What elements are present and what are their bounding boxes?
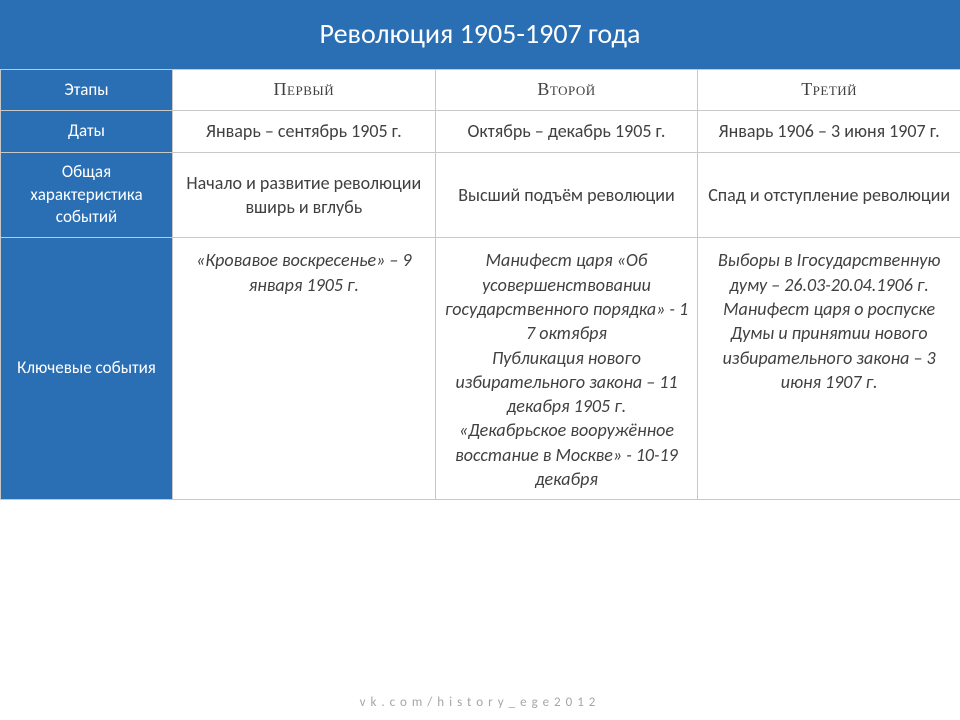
key-cell-3: Выборы в Iгосударственную думу – 26.03-2…: [698, 238, 960, 500]
dates-cell-3: Январь 1906 – 3 июня 1907 г.: [698, 111, 960, 152]
header-row: Этапы Первый Второй Третий: [1, 70, 960, 111]
row-charac: Общая характеристика событий Начало и ра…: [1, 152, 960, 238]
key-cell-1: «Кровавое воскресенье» – 9 января 1905 г…: [173, 238, 436, 500]
col-header-3: Третий: [698, 70, 960, 111]
row-dates: Даты Январь – сентябрь 1905 г. Октябрь –…: [1, 111, 960, 152]
row-dates-label: Даты: [1, 111, 173, 152]
charac-cell-2: Высший подъём революции: [435, 152, 698, 238]
dates-cell-1: Январь – сентябрь 1905 г.: [173, 111, 436, 152]
dates-cell-2: Октябрь – декабрь 1905 г.: [435, 111, 698, 152]
row-key-label: Ключевые события: [1, 238, 173, 500]
row-key-events: Ключевые события «Кровавое воскресенье» …: [1, 238, 960, 500]
col-header-1: Первый: [173, 70, 436, 111]
footer-credit: vk.com/history_ege2012: [0, 695, 960, 710]
col-header-2: Второй: [435, 70, 698, 111]
header-label: Этапы: [1, 70, 173, 111]
row-charac-label: Общая характеристика событий: [1, 152, 173, 238]
charac-cell-3: Спад и отступление революции: [698, 152, 960, 238]
key-cell-2: Манифест царя «Об усовершенствовании гос…: [435, 238, 698, 500]
charac-cell-1: Начало и развитие революциивширь и вглуб…: [173, 152, 436, 238]
revolution-table: Этапы Первый Второй Третий Даты Январь –…: [0, 69, 960, 500]
page-title: Революция 1905-1907 года: [0, 0, 960, 69]
